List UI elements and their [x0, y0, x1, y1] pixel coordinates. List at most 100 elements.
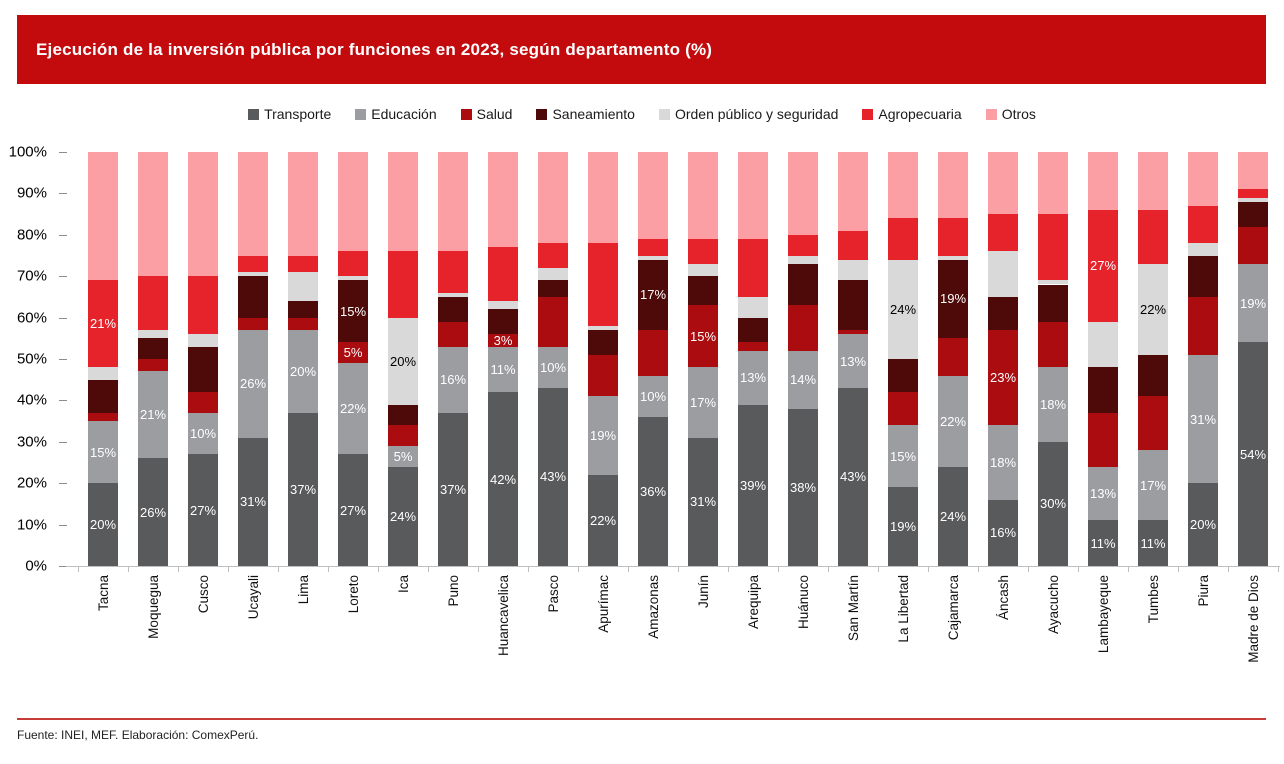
- bar-segment-transporte: 11%: [1138, 520, 1168, 566]
- bar-segment-educación: 5%: [388, 445, 418, 467]
- x-axis-tick: [428, 567, 429, 572]
- x-axis-tick: [628, 567, 629, 572]
- bar-segment-salud: 3%: [488, 334, 518, 347]
- bar-segment-transporte: 39%: [738, 404, 768, 566]
- bar-segment-agropecuaria: [388, 251, 418, 318]
- bar-segment-salud: 5%: [338, 342, 368, 364]
- x-axis-tick: [1078, 567, 1079, 572]
- bar-segment-otros: [1088, 152, 1118, 210]
- bar-segment-otros: [738, 152, 768, 239]
- legend-label: Agropecuaria: [878, 106, 962, 122]
- legend-label: Salud: [476, 106, 513, 122]
- bar-segment-transporte: 19%: [888, 487, 918, 566]
- bar-pasco: 43% 10%: [538, 152, 568, 566]
- bar-value-label: 10%: [639, 388, 667, 404]
- bar-ayacucho: 30% 18%: [1038, 152, 1068, 566]
- bar-segment-saneamiento: [488, 309, 518, 335]
- bar-value-label: 24%: [939, 508, 967, 524]
- bar-value-label: 20%: [1189, 517, 1217, 533]
- bar-segment-orden-público-y-seguridad: [1038, 280, 1068, 285]
- bar-segment-otros: [138, 152, 168, 277]
- bar-segment-saneamiento: [1088, 367, 1118, 413]
- bar-segment-saneamiento: [888, 359, 918, 393]
- bar-segment-saneamiento: [1188, 255, 1218, 297]
- bar-segment-educación: 22%: [938, 375, 968, 467]
- bar-value-label: 19%: [589, 428, 617, 444]
- bar-segment-transporte: 31%: [238, 437, 268, 566]
- x-axis-label: Amazonas: [646, 575, 661, 639]
- y-axis-label: 60%: [16, 309, 47, 327]
- bar-segment-educación: 17%: [1138, 450, 1168, 521]
- bar-value-label: 23%: [989, 370, 1017, 386]
- bar-value-label: 22%: [589, 512, 617, 528]
- bar-segment-transporte: 11%: [1088, 520, 1118, 566]
- y-axis-label: 40%: [16, 391, 47, 409]
- bar-segment-agropecuaria: [288, 255, 318, 273]
- bar-value-label: 19%: [889, 519, 917, 535]
- bar-segment-saneamiento: [238, 276, 268, 318]
- x-axis-label: Arequipa: [746, 575, 761, 630]
- bar-la-libertad: 19% 15% 24%: [888, 152, 918, 566]
- bar-segment-saneamiento: [1138, 354, 1168, 397]
- bar-value-label: 19%: [939, 291, 967, 307]
- x-axis-tick: [778, 567, 779, 572]
- x-axis-tick: [828, 567, 829, 572]
- bar-segment-orden-público-y-seguridad: 24%: [888, 259, 918, 359]
- bar-segment-agropecuaria: 21%: [88, 280, 118, 368]
- bar-value-label: 11%: [490, 361, 516, 377]
- bar-segment-otros: [588, 152, 618, 244]
- bar-lambayeque: 11% 13% 27%: [1088, 152, 1118, 566]
- bar-value-label: 22%: [939, 413, 967, 429]
- x-axis-label: Ucayali: [246, 575, 261, 620]
- bar-segment-transporte: 38%: [788, 408, 818, 566]
- y-axis-tick: [59, 234, 67, 236]
- x-axis-label: Ayacucho: [1046, 575, 1061, 635]
- bar-segment-salud: [888, 392, 918, 426]
- bar-segment-educación: 13%: [738, 350, 768, 405]
- bar-segment-transporte: 42%: [488, 392, 518, 566]
- bar-segment-otros: [788, 152, 818, 235]
- bar-segment-otros: [838, 152, 868, 231]
- bar-segment-salud: [438, 321, 468, 347]
- x-axis-tick: [1278, 567, 1279, 572]
- bar-segment-salud: [138, 359, 168, 372]
- bar-segment-salud: [838, 330, 868, 335]
- bar-segment-orden-público-y-seguridad: [438, 292, 468, 297]
- bar-value-label: 30%: [1039, 496, 1067, 512]
- bar-segment-otros: [1138, 152, 1168, 210]
- x-axis-tick: [728, 567, 729, 572]
- bar-segment-salud: [188, 392, 218, 413]
- legend-swatch-icon: [460, 108, 472, 120]
- x-axis-tick: [578, 567, 579, 572]
- bar-value-label: 5%: [393, 448, 413, 464]
- source-note: Fuente: INEI, MEF. Elaboración: ComexPer…: [17, 728, 259, 742]
- bar-value-label: 22%: [1139, 301, 1167, 317]
- bar-value-label: 17%: [689, 394, 717, 410]
- y-axis-tick: [59, 524, 67, 526]
- bar-segment-orden-público-y-seguridad: [738, 296, 768, 318]
- y-axis-tick: [59, 566, 67, 567]
- bar-loreto: 27% 22% 5% 15%: [338, 152, 368, 566]
- bar-segment-transporte: 43%: [838, 387, 868, 566]
- chart-title: Ejecución de la inversión pública por fu…: [36, 39, 713, 59]
- bar-segment-transporte: 27%: [338, 454, 368, 566]
- x-axis-label: Cajamarca: [946, 575, 961, 641]
- x-axis-label: Puno: [446, 575, 461, 607]
- bar-segment-agropecuaria: [438, 251, 468, 293]
- bar-segment-salud: [1038, 321, 1068, 368]
- x-axis-label: Lambayeque: [1096, 575, 1111, 654]
- bar-segment-transporte: 20%: [88, 483, 118, 566]
- y-axis-label: 100%: [8, 143, 47, 161]
- bar-amazonas: 36% 10% 17%: [638, 152, 668, 566]
- y-axis-label: 80%: [16, 226, 47, 244]
- bar-segment-salud: [1238, 226, 1268, 264]
- y-axis-label: 20%: [16, 474, 47, 492]
- bar-segment-orden-público-y-seguridad: [488, 301, 518, 310]
- bar-value-label: 15%: [889, 448, 917, 464]
- bar-segment-salud: [638, 330, 668, 376]
- legend-label: Saneamiento: [552, 106, 635, 122]
- bar-segment-transporte: 24%: [938, 466, 968, 566]
- x-axis-label: Cusco: [196, 575, 211, 614]
- bar-segment-educación: 20%: [288, 330, 318, 413]
- bar-segment-transporte: 27%: [188, 454, 218, 566]
